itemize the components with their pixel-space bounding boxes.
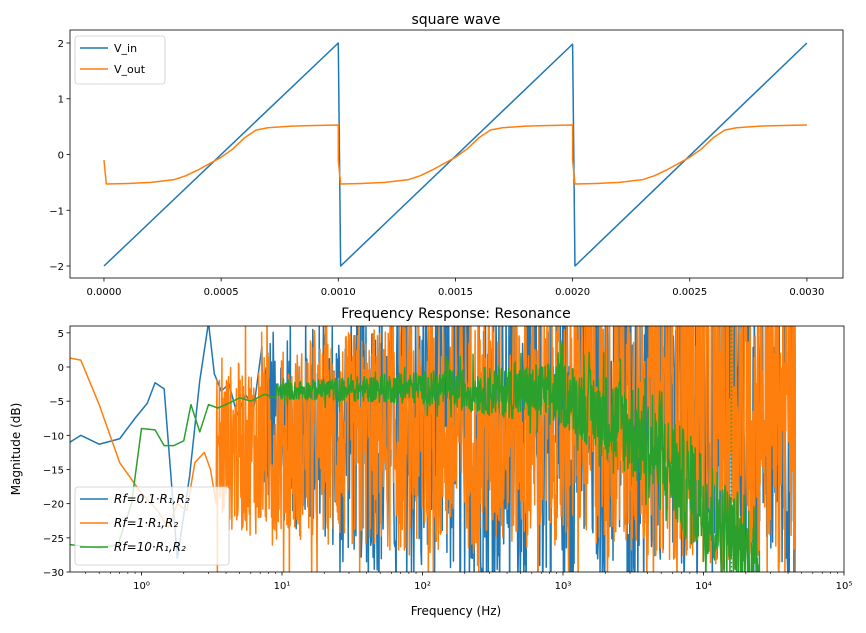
y-tick-label: −5 [49,397,64,408]
y-tick-label: 0 [58,363,64,374]
y-tick-label: −25 [43,534,64,545]
x-tick-label: 10³ [555,581,572,592]
y-axis-label: Magnitude (dB) [9,403,23,496]
square-wave-axes: square wave 0.0000 0.0005 0.0010 0.0015 0.00… [49,12,844,298]
x-tick-label: 0.0010 [321,287,356,298]
x-tick-label: 10² [414,581,431,592]
x-tick-label: 10⁵ [836,581,853,592]
y-tick-label: −2 [49,262,64,273]
x-tick-label: 0.0005 [204,287,239,298]
legend: Rf=0.1·R₁,R₂ Rf=1·R₁,R₂ Rf=10·R₁,R₂ [74,486,230,566]
series-line-2 [70,340,761,572]
y-tick-label: −20 [43,500,64,511]
x-tick-label: 10¹ [274,581,291,592]
chart-title: Frequency Response: Resonance [341,306,570,322]
y-tick-label: 2 [58,39,64,50]
legend-label: V_in [114,42,137,55]
plot-area [70,326,797,572]
chart-title: square wave [411,12,500,28]
y-tick-label: 0 [58,151,64,162]
legend: V_in V_out [74,35,166,85]
plot-area [103,42,808,267]
legend-label: V_out [114,63,146,76]
axes-frame [69,325,845,573]
x-tick-label: 10⁴ [695,581,712,592]
x-tick-label: 0.0020 [555,287,590,298]
y-tick-label: −15 [43,466,64,477]
x-tick-label: 10⁰ [133,581,150,592]
y-tick-label: 5 [58,329,64,340]
x-axis-label: Frequency (Hz) [411,604,502,618]
series-line-1 [70,326,797,572]
frequency-response-axes: Frequency Response: Resonance Frequency … [9,306,853,618]
x-tick-label: 0.0025 [672,287,707,298]
y-tick-label: 1 [58,95,64,106]
series-line-1 [103,124,807,185]
legend-label: Rf=1·R₁,R₂ [114,516,178,530]
x-tick-label: 0.0015 [438,287,473,298]
axes-frame [69,29,844,279]
series-line-0 [103,42,808,267]
y-tick-label: −30 [43,568,64,579]
legend-label: Rf=10·R₁,R₂ [114,540,186,554]
x-tick-label: 0.0030 [789,287,824,298]
y-tick-label: −10 [43,431,64,442]
legend-label: Rf=0.1·R₁,R₂ [114,492,190,506]
x-tick-label: 0.0000 [86,287,121,298]
legend-frame [74,486,230,566]
y-tick-label: −1 [49,206,64,217]
